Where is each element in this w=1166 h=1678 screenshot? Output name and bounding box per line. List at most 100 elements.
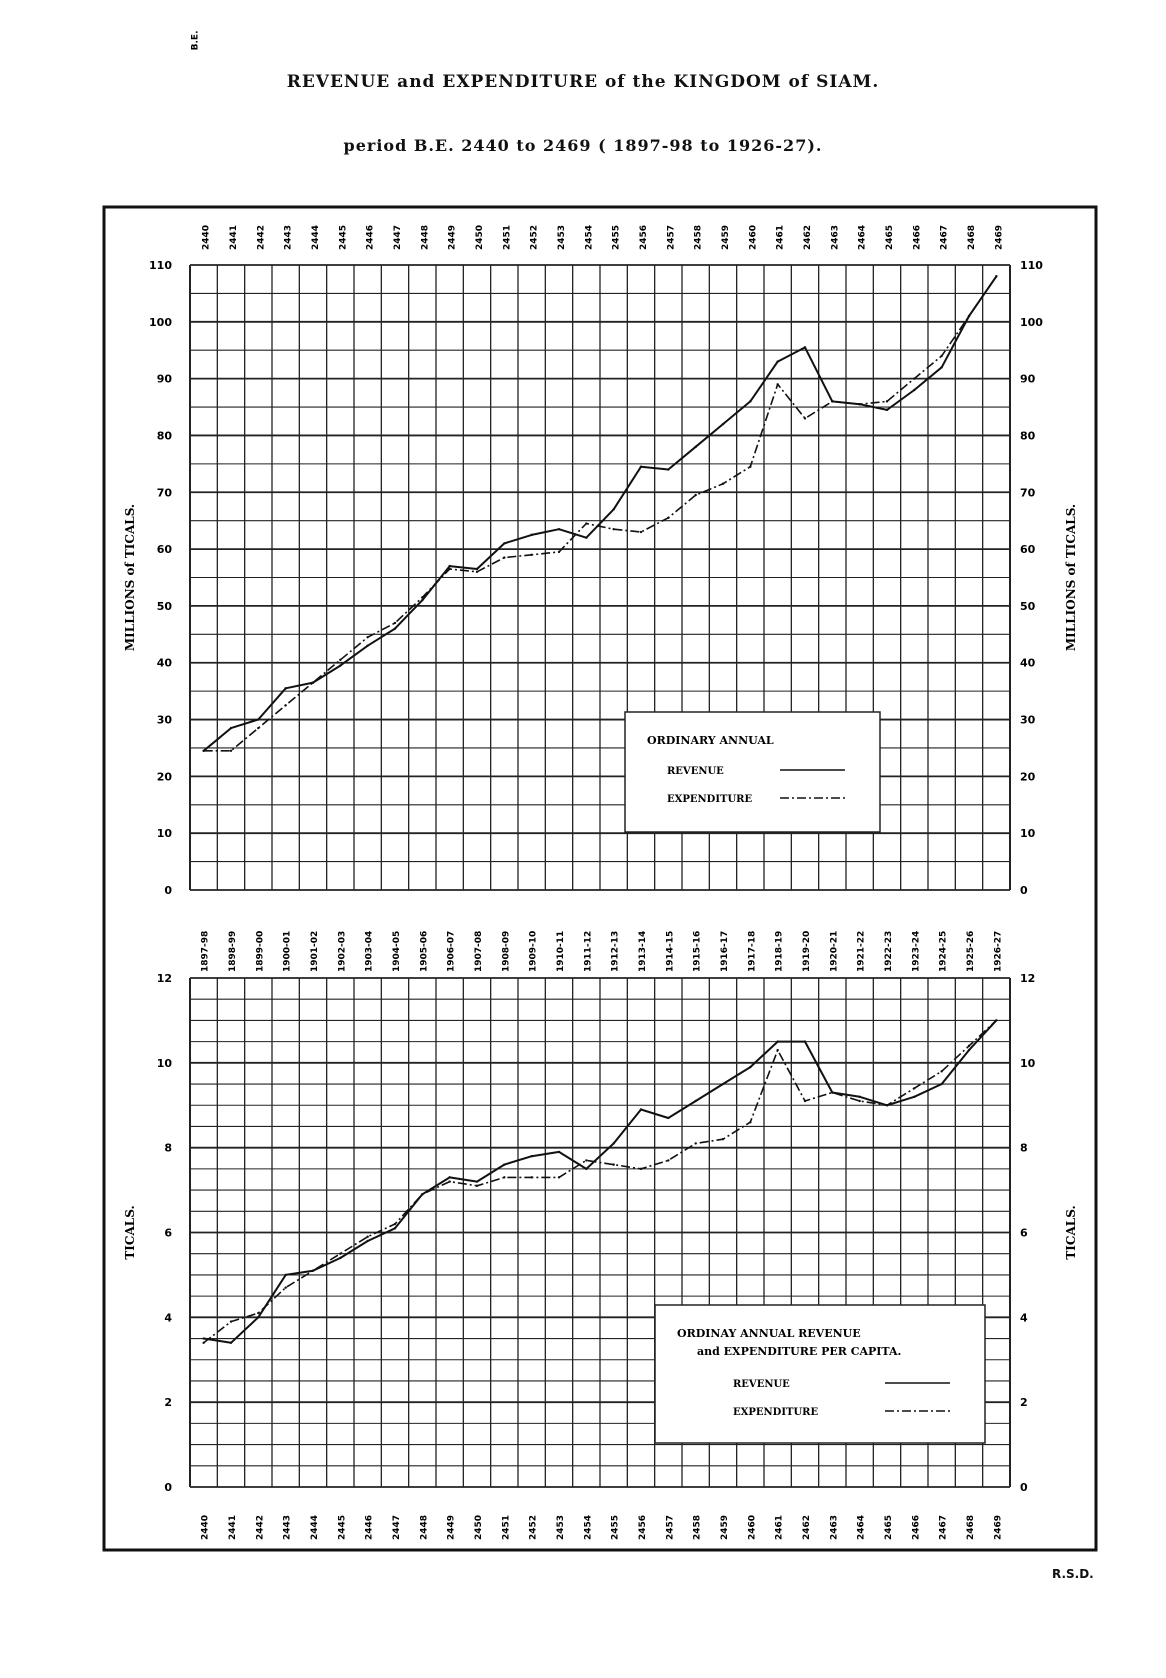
series-line-revenue-per-capita xyxy=(203,1019,998,1344)
data-point-expenditure-totals xyxy=(749,465,752,468)
chart-subtitle: period B.E. 2440 to 2469 ( 1897-98 to 19… xyxy=(343,136,823,155)
data-point-expenditure-totals xyxy=(940,354,943,358)
data-point-revenue-per-capita xyxy=(229,1341,233,1344)
data-point-revenue-per-capita xyxy=(776,1040,779,1043)
data-point-expenditure-totals xyxy=(421,596,424,599)
x-tick-label-ad: 1911-12 xyxy=(583,931,593,972)
data-point-revenue-totals xyxy=(612,508,615,511)
legend-label-expenditure: EXPENDITURE xyxy=(733,1407,818,1418)
legend-title: ORDINAY ANNUAL REVENUE xyxy=(677,1327,861,1340)
y-tick-label-right: 110 xyxy=(1020,259,1043,272)
x-tick-label-be-bottom: 2455 xyxy=(611,1515,621,1540)
y-tick-label-right: 80 xyxy=(1020,429,1036,442)
y-tick-label-left: 60 xyxy=(157,543,173,556)
data-point-revenue-per-capita xyxy=(393,1227,397,1230)
x-tick-label-be-bottom: 2452 xyxy=(529,1515,539,1540)
y-tick-label-left: 70 xyxy=(157,486,173,499)
x-tick-label-ad: 1907-08 xyxy=(474,931,484,972)
series-line-revenue-totals xyxy=(203,275,998,752)
data-point-expenditure-per-capita xyxy=(967,1044,971,1048)
y-tick-label-right: 90 xyxy=(1020,373,1036,386)
data-point-expenditure-totals xyxy=(229,749,233,752)
y-tick-label-right: 70 xyxy=(1020,486,1036,499)
data-point-expenditure-per-capita xyxy=(202,1341,205,1344)
y-tick-label-right: 10 xyxy=(1020,1057,1036,1070)
x-tick-label-be-bottom: 2463 xyxy=(829,1515,839,1540)
data-point-revenue-totals xyxy=(530,533,533,537)
data-point-expenditure-totals xyxy=(831,400,834,403)
data-point-revenue-totals xyxy=(721,422,725,426)
data-point-expenditure-totals xyxy=(667,516,670,520)
x-tick-label-be-top: 2453 xyxy=(557,225,567,250)
x-tick-label-be-top: 2454 xyxy=(584,225,594,250)
x-tick-label-be-top: 2443 xyxy=(284,225,294,250)
x-tick-label-be-top: 2445 xyxy=(338,225,348,250)
legend-label-revenue: REVENUE xyxy=(733,1379,790,1390)
x-tick-label-ad: 1916-17 xyxy=(720,931,730,972)
x-tick-label-be-top: 2442 xyxy=(256,225,266,250)
y-tick-label-right: 20 xyxy=(1020,770,1036,783)
data-point-expenditure-totals xyxy=(284,704,287,707)
x-tick-label-ad: 1898-99 xyxy=(228,931,238,972)
data-point-expenditure-per-capita xyxy=(448,1180,451,1183)
x-tick-label-ad: 1908-09 xyxy=(501,931,511,972)
x-tick-label-be-top: 2464 xyxy=(858,225,868,250)
x-tick-label-ad: 1913-14 xyxy=(638,931,648,972)
y-tick-label-right: 8 xyxy=(1020,1142,1028,1155)
x-tick-label-be-bottom: 2444 xyxy=(310,1515,320,1540)
data-point-revenue-per-capita xyxy=(858,1095,861,1098)
x-tick-label-be-bottom: 2441 xyxy=(228,1515,238,1540)
y-tick-label-left: 4 xyxy=(164,1311,172,1324)
x-tick-label-be-bottom: 2465 xyxy=(884,1515,894,1540)
data-point-revenue-totals xyxy=(366,644,369,647)
x-tick-label-be-top: 2450 xyxy=(475,225,485,250)
data-point-expenditure-per-capita xyxy=(257,1311,260,1315)
x-tick-label-be-bottom: 2458 xyxy=(693,1515,703,1540)
data-point-revenue-per-capita xyxy=(257,1316,260,1319)
data-point-expenditure-totals xyxy=(339,658,342,662)
data-point-revenue-totals xyxy=(448,564,451,568)
data-point-expenditure-totals xyxy=(639,530,643,534)
x-tick-label-ad: 1904-05 xyxy=(392,931,402,972)
data-point-revenue-totals xyxy=(913,388,916,392)
x-tick-label-be-top: 2468 xyxy=(967,225,977,250)
data-point-expenditure-totals xyxy=(366,635,369,639)
y-tick-label-left: 12 xyxy=(157,972,172,985)
x-tick-label-ad: 1917-18 xyxy=(747,931,757,972)
data-point-expenditure-per-capita xyxy=(831,1091,834,1094)
x-tick-label-ad: 1914-15 xyxy=(665,931,675,972)
y-tick-label-left: 110 xyxy=(149,259,172,272)
legend-box xyxy=(624,711,881,833)
data-point-expenditure-totals xyxy=(803,417,807,420)
data-point-expenditure-totals xyxy=(585,522,588,525)
data-point-expenditure-totals xyxy=(557,550,561,554)
x-tick-label-be-top: 2459 xyxy=(721,225,731,250)
x-tick-label-ad: 1923-24 xyxy=(911,931,921,972)
x-tick-label-be-bottom: 2453 xyxy=(556,1515,566,1540)
y-tick-label-left: 100 xyxy=(149,316,172,329)
x-tick-label-be-top: 2458 xyxy=(694,225,704,250)
y-tick-label-right: 50 xyxy=(1020,600,1036,613)
x-tick-label-ad: 1902-03 xyxy=(337,931,347,972)
data-point-expenditure-per-capita xyxy=(393,1222,397,1226)
x-tick-label-ad: 1921-22 xyxy=(857,931,867,972)
data-point-expenditure-totals xyxy=(694,493,697,497)
data-point-revenue-totals xyxy=(639,465,643,468)
data-point-expenditure-per-capita xyxy=(803,1099,807,1103)
data-point-revenue-per-capita xyxy=(913,1095,916,1098)
data-point-revenue-per-capita xyxy=(557,1150,561,1154)
x-tick-label-be-bottom: 2445 xyxy=(337,1515,347,1540)
data-point-revenue-per-capita xyxy=(694,1099,697,1103)
y-tick-label-left: 80 xyxy=(157,429,173,442)
x-tick-label-be-top: 2461 xyxy=(776,225,786,250)
x-tick-label-ad: 1912-13 xyxy=(611,931,621,972)
x-tick-label-be-top: 2440 xyxy=(202,225,212,250)
x-tick-label-ad: 1920-21 xyxy=(829,931,839,972)
series-line-expenditure-totals xyxy=(203,275,997,752)
y-tick-label-right: 6 xyxy=(1020,1227,1028,1240)
data-point-revenue-per-capita xyxy=(667,1116,670,1120)
x-tick-label-be-top: 2446 xyxy=(366,225,376,250)
data-point-expenditure-totals xyxy=(257,726,260,730)
data-point-expenditure-per-capita xyxy=(639,1167,643,1171)
